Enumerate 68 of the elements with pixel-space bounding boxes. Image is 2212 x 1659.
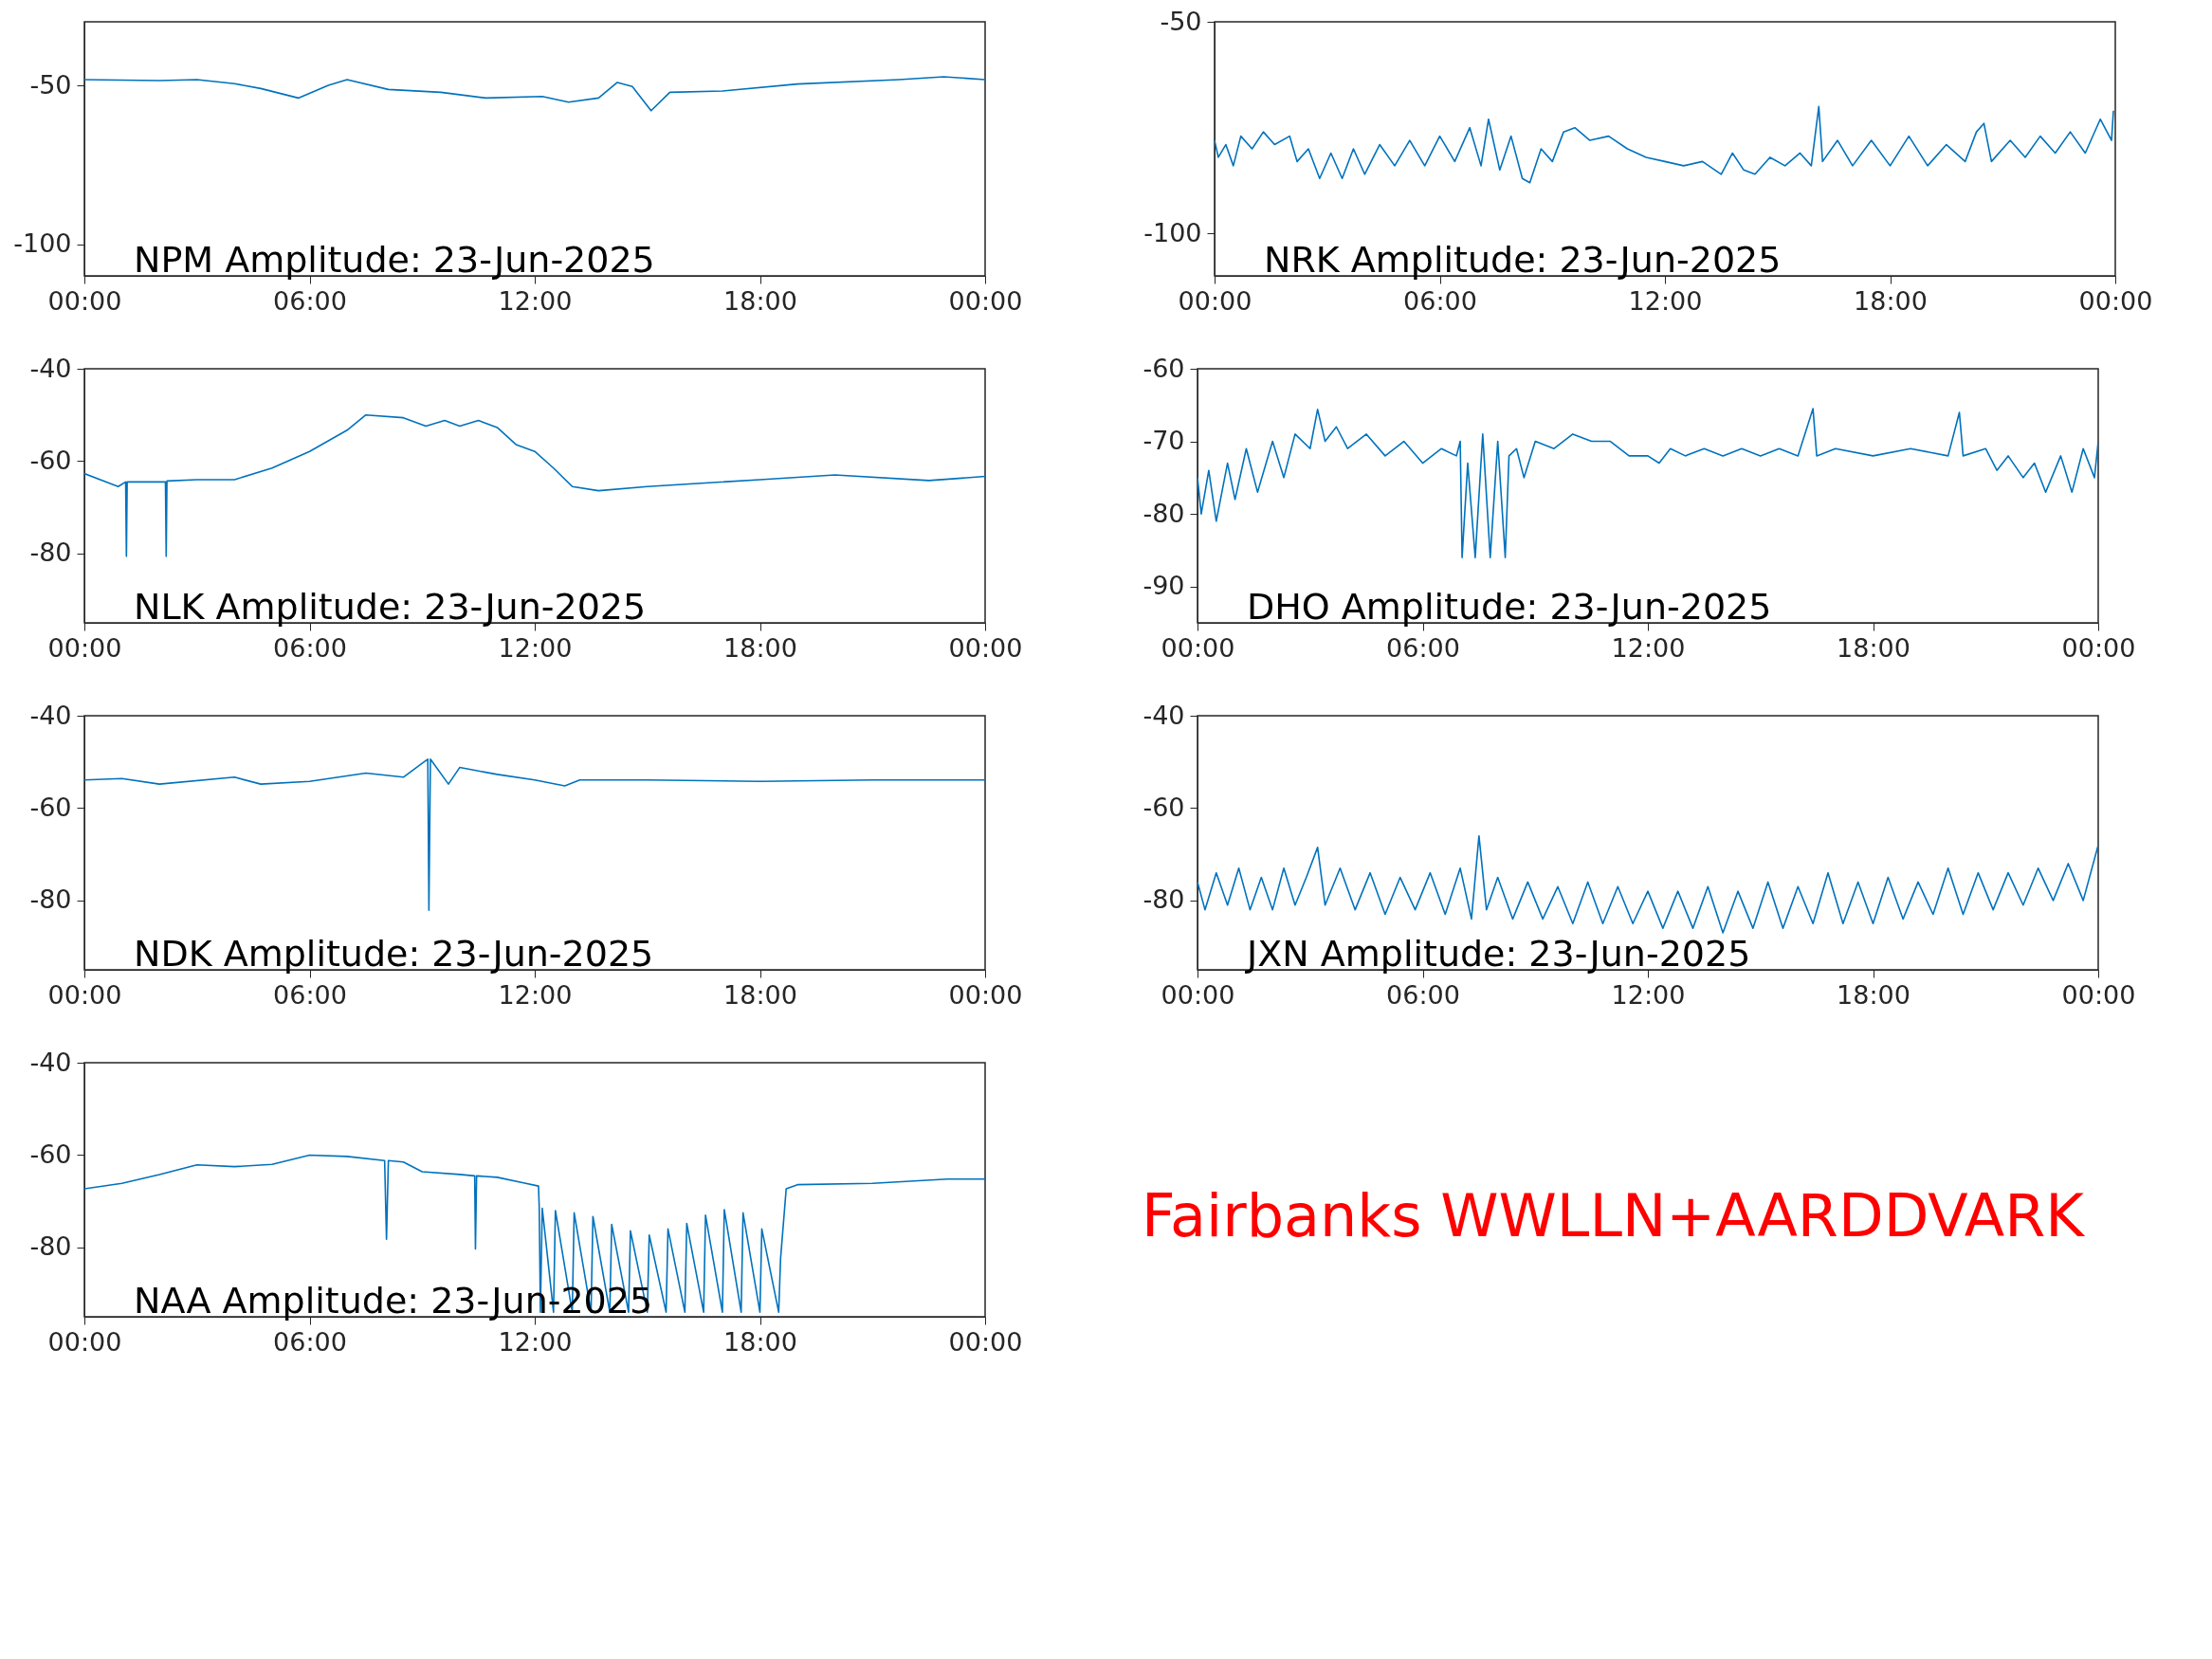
x-tick-label: 18:00 [723, 632, 797, 663]
y-tick-label: -40 [29, 700, 72, 730]
text: Fairbanks WWLLN+AARDDVARK [1142, 1181, 2086, 1250]
x-tick-label: 18:00 [723, 979, 797, 1010]
x-tick-label: 00:00 [47, 632, 122, 663]
y-tick-label: -60 [1143, 792, 1185, 822]
x-tick-label: 00:00 [1161, 979, 1235, 1010]
x-tick-label: 00:00 [948, 285, 1023, 316]
line-series [84, 758, 985, 911]
y-tick-label: -40 [1143, 700, 1185, 730]
y-tick-label: -50 [29, 69, 72, 100]
x-tick-label: 06:00 [1403, 285, 1477, 316]
x-tick-label: 12:00 [498, 632, 573, 663]
y-tick-label: -60 [29, 445, 72, 475]
x-tick-label: 00:00 [948, 632, 1023, 663]
y-tick-label: -80 [29, 538, 72, 568]
line-series [1197, 834, 2098, 934]
y-tick-label: -80 [1143, 498, 1185, 528]
x-tick-label: 18:00 [1837, 979, 1910, 1010]
x-tick-label: 06:00 [273, 1326, 347, 1357]
y-tick-label: -80 [1143, 884, 1185, 915]
x-tick-label: 00:00 [948, 979, 1023, 1010]
x-tick-label: 18:00 [1837, 632, 1910, 663]
y-tick-label: -100 [13, 228, 72, 258]
y-tick-label: -80 [29, 1231, 72, 1262]
x-tick-label: 06:00 [273, 285, 347, 316]
text: JXN Amplitude: 23-Jun-2025 [1245, 933, 1751, 975]
line-series [1215, 105, 2114, 184]
line-series [1197, 408, 2098, 558]
y-tick-label: -80 [29, 884, 72, 915]
x-tick-label: 00:00 [47, 285, 122, 316]
x-tick-label: 00:00 [47, 1326, 122, 1357]
text: NRK Amplitude: 23-Jun-2025 [1264, 239, 1782, 281]
x-tick-label: 00:00 [1161, 632, 1235, 663]
x-tick-label: 18:00 [723, 285, 797, 316]
x-tick-label: 06:00 [273, 979, 347, 1010]
text: DHO Amplitude: 23-Jun-2025 [1247, 586, 1772, 628]
x-tick-label: 12:00 [1611, 632, 1686, 663]
x-tick-label: 00:00 [948, 1326, 1023, 1357]
x-tick-label: 12:00 [1628, 285, 1703, 316]
text: NLK Amplitude: 23-Jun-2025 [134, 586, 647, 628]
x-tick-label: 18:00 [1854, 285, 1928, 316]
x-tick-label: 06:00 [273, 632, 347, 663]
y-tick-label: -60 [1143, 353, 1185, 383]
x-tick-label: 00:00 [1178, 285, 1252, 316]
y-tick-label: -70 [1143, 426, 1185, 456]
x-tick-label: 18:00 [723, 1326, 797, 1357]
x-tick-label: 00:00 [2061, 632, 2136, 663]
y-tick-label: -60 [29, 1139, 72, 1169]
x-tick-label: 12:00 [498, 1326, 573, 1357]
x-tick-label: 00:00 [2078, 285, 2153, 316]
x-tick-label: 00:00 [2061, 979, 2136, 1010]
text: NPM Amplitude: 23-Jun-2025 [134, 239, 655, 281]
x-tick-label: 00:00 [47, 979, 122, 1010]
x-tick-label: 06:00 [1386, 979, 1460, 1010]
x-tick-label: 06:00 [1386, 632, 1460, 663]
x-tick-label: 12:00 [1611, 979, 1686, 1010]
y-tick-label: -100 [1143, 217, 1202, 247]
y-tick-label: -40 [29, 1047, 72, 1077]
line-series [84, 413, 985, 557]
text: NDK Amplitude: 23-Jun-2025 [134, 933, 654, 975]
y-tick-label: -90 [1143, 571, 1185, 601]
x-tick-label: 12:00 [498, 979, 573, 1010]
y-tick-label: -60 [29, 792, 72, 822]
y-tick-label: -40 [29, 353, 72, 383]
x-tick-label: 12:00 [498, 285, 573, 316]
line-series [84, 76, 985, 112]
y-tick-label: -50 [1160, 6, 1202, 36]
